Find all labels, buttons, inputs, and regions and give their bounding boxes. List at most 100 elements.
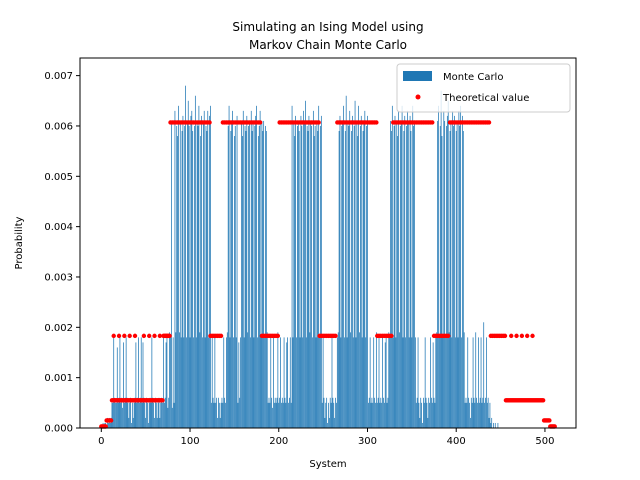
bar [406,125,407,429]
bar [470,417,471,428]
y-axis-label: Probability [14,216,25,269]
bar [177,136,178,428]
bar [145,417,147,428]
bar [223,337,225,428]
bar [417,337,419,428]
bar [132,417,134,428]
bar [332,397,334,428]
bar [358,105,359,428]
bar [477,402,478,428]
bar [323,397,325,428]
theory-point [519,333,525,339]
theory-point [389,333,394,339]
theory-point [160,398,165,403]
bar [329,397,331,428]
bar [377,397,379,428]
bar [194,95,196,428]
bar [307,130,309,429]
bar [435,337,437,428]
bar [186,120,188,429]
bar [336,402,337,428]
bar [273,337,274,428]
bar [255,115,257,428]
bar [319,337,320,428]
bar [271,397,273,428]
theory-point [316,120,321,125]
bar [203,110,205,429]
bar [289,337,291,428]
bar [485,397,486,428]
bar [348,125,350,429]
bar [357,136,359,428]
bar [398,110,399,429]
bar [265,125,266,429]
bar [124,397,126,428]
bar [281,397,283,428]
bar [433,397,435,428]
bar [425,397,427,428]
bar [299,337,301,428]
bar [322,337,324,428]
bar [195,337,197,428]
bar [187,100,189,428]
bar [122,407,123,428]
bar [475,332,477,428]
bar [237,402,239,428]
bar [343,105,344,428]
bar [393,125,395,429]
bar [366,125,367,429]
bar [432,342,434,428]
legend-label-theoretical: Theoretical value [442,93,529,104]
bar [367,402,369,428]
bar [386,402,388,428]
bar [454,337,456,428]
bar [467,337,469,428]
y-tick-label: 0.006 [44,121,73,132]
bar [139,402,140,428]
bar [409,115,411,428]
bar [158,397,160,428]
bar [249,120,250,429]
bar [146,397,147,428]
bar [281,402,282,428]
bar [380,397,382,428]
bar [289,397,290,428]
bar [368,397,370,428]
bar [344,130,346,429]
bar [225,402,226,428]
bar [320,125,321,429]
bar [120,402,122,428]
x-axis-ticks: 0 100 200 300 400 500 [98,428,554,447]
bar [486,402,488,428]
bar [246,115,248,428]
bar [387,397,389,428]
theory-point [530,333,535,339]
theory-point [502,333,508,339]
bar [373,337,375,428]
y-axis-ticks: 0.000 0.001 0.002 0.003 0.004 0.005 0.006 0.007 [44,71,80,435]
bar [420,397,422,428]
bar [327,422,328,428]
bar [482,397,484,428]
bar [205,125,207,429]
bar [244,125,246,429]
bar [251,130,253,429]
bar [297,125,298,429]
bar [197,125,199,429]
bar [285,402,287,428]
bar [250,110,252,429]
bar [142,342,144,428]
bar [228,105,230,428]
bar [207,110,209,429]
bar [199,332,201,428]
bar [314,125,316,429]
bar [163,402,165,428]
bar [345,95,347,428]
bar [385,337,387,428]
bar [267,402,269,428]
bar [378,337,380,428]
bar [441,136,443,428]
bar [320,115,322,428]
bar [234,136,235,428]
bar [305,337,307,428]
